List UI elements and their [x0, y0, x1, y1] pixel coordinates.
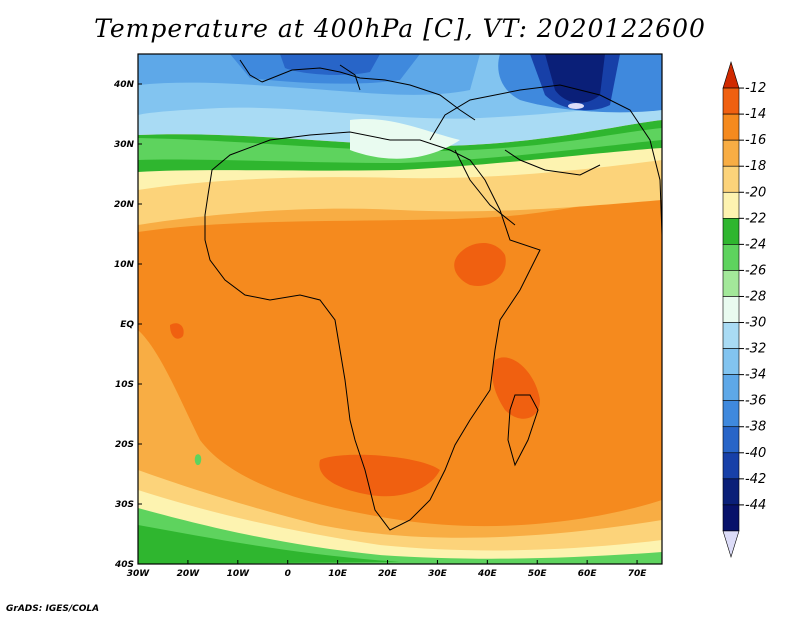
lon-tick-label: 20E: [378, 569, 398, 579]
colorbar-swatch: [722, 191, 740, 219]
colorbar-label: -34: [745, 368, 766, 383]
colorbar-label: -38: [745, 420, 766, 435]
colorbar-label: -28: [745, 289, 766, 304]
colorbar-swatch: [722, 322, 740, 349]
colorbar-swatch: [722, 139, 740, 167]
colorbar-swatch: [722, 478, 740, 506]
colorbar-label: -20: [745, 185, 766, 200]
colorbar-swatch: [722, 296, 740, 323]
temperature-field: [138, 54, 662, 564]
colorbar-swatch: [722, 348, 740, 375]
colorbar-label: -32: [745, 342, 766, 357]
lon-tick-label: 50E: [528, 569, 548, 579]
colorbar-swatch: [722, 374, 740, 401]
colorbar-label: -24: [745, 237, 766, 252]
lat-tick-label: 20S: [115, 440, 134, 450]
colorbar-swatch: [722, 452, 740, 480]
latitude-ticks: 40N 30N 20N 10N EQ 10S 20S 30S 40S: [113, 80, 142, 570]
lat-tick-label: 10N: [114, 260, 135, 270]
colorbar-label: -42: [745, 472, 766, 487]
colorbar-swatch: [722, 530, 740, 559]
colorbar-swatch: [722, 504, 740, 532]
colorbar-swatch: [722, 87, 740, 115]
colorbar-swatch: [722, 244, 740, 271]
colorbar-swatch: [722, 426, 740, 454]
colorbar: -12 -14 -16 -18 -20 -22 -24 -26 -28 -30 -32 -34 -36 -…: [722, 60, 766, 559]
colorbar-swatch: [722, 113, 740, 141]
chart-title: Temperature at 400hPa [C], VT: 202012260…: [94, 14, 706, 43]
lon-tick-label: 10E: [328, 569, 348, 579]
lon-tick-label: 30W: [127, 569, 151, 579]
lon-tick-label: 0: [285, 569, 291, 579]
colorbar-swatch: [722, 218, 740, 245]
colorbar-label: -30: [745, 316, 766, 331]
map-frame: [137, 53, 663, 565]
colorbar-label: -12: [745, 81, 766, 96]
colorbar-label: -16: [745, 133, 766, 148]
colorbar-label: -36: [745, 394, 766, 409]
lon-tick-label: 30E: [428, 569, 448, 579]
lon-tick-label: 40E: [477, 569, 498, 579]
lat-tick-label: EQ: [120, 320, 134, 330]
lat-tick-label: 10S: [115, 380, 134, 390]
credit-text: GrADS: IGES/COLA: [6, 604, 100, 614]
lat-tick-label: 40S: [114, 560, 134, 570]
colorbar-swatch: [722, 165, 740, 193]
colorbar-label: -26: [745, 263, 766, 278]
lat-tick-label: 30S: [115, 500, 134, 510]
lon-tick-label: 60E: [578, 569, 598, 579]
colorbar-label: -22: [745, 211, 766, 226]
colorbar-swatch: [722, 270, 740, 297]
lat-tick-label: 40N: [113, 80, 135, 90]
colorbar-swatch: [722, 400, 740, 428]
lon-tick-label: 20W: [177, 569, 201, 579]
lon-tick-label: 10W: [227, 569, 251, 579]
lat-tick-label: 20N: [114, 200, 135, 210]
longitude-ticks: 30W 20W 10W 0 10E 20E 30E 40E 50E 60E 70E: [127, 560, 647, 579]
colorbar-label: -18: [745, 159, 766, 174]
colorbar-label: -40: [745, 446, 766, 461]
colorbar-label: -14: [745, 107, 766, 122]
colorbar-swatch: [722, 60, 740, 89]
coastlines: [204, 59, 663, 531]
lat-tick-label: 30N: [114, 140, 135, 150]
colorbar-label: -44: [745, 498, 766, 513]
lon-tick-label: 70E: [628, 569, 648, 579]
